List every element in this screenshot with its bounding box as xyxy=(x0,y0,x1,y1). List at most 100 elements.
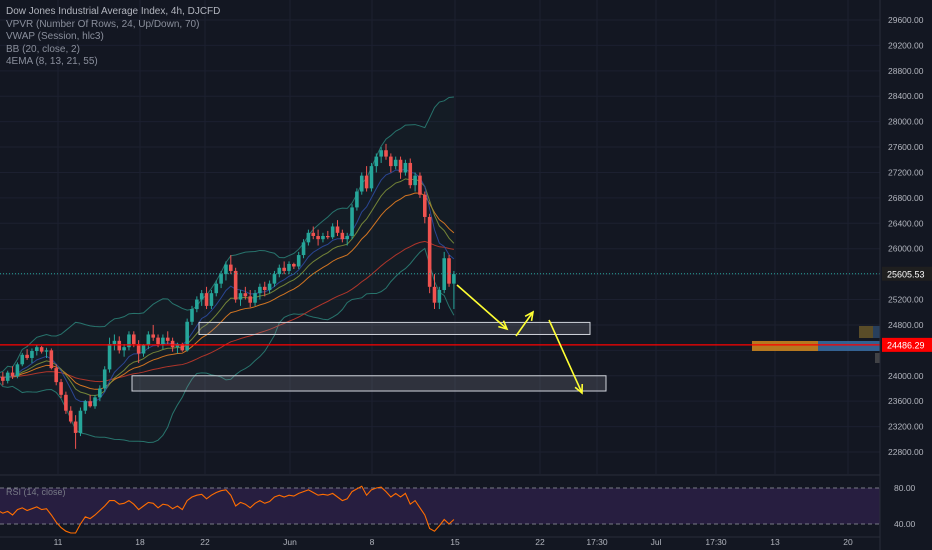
candle[interactable] xyxy=(15,362,20,379)
candle[interactable] xyxy=(190,305,194,325)
candle[interactable] xyxy=(1,371,5,386)
candle[interactable] xyxy=(287,261,291,275)
candle[interactable] xyxy=(165,331,170,344)
candle[interactable] xyxy=(350,204,354,240)
legend-indicator-vpvr[interactable]: VPVR (Number Of Rows, 24, Up/Down, 70) xyxy=(6,18,200,30)
candle[interactable] xyxy=(296,251,301,270)
candle[interactable] xyxy=(83,399,88,414)
candle[interactable] xyxy=(282,261,286,275)
candle[interactable] xyxy=(209,290,214,310)
candle[interactable] xyxy=(78,407,83,437)
candle[interactable] xyxy=(267,280,272,294)
candle[interactable] xyxy=(127,331,131,351)
candle[interactable] xyxy=(54,364,58,386)
candle[interactable] xyxy=(88,394,92,408)
candle[interactable] xyxy=(243,286,248,300)
candle[interactable] xyxy=(136,340,141,364)
candle[interactable] xyxy=(408,158,413,189)
candle[interactable] xyxy=(292,262,296,270)
candle[interactable] xyxy=(389,153,393,173)
candle[interactable] xyxy=(374,153,379,173)
candle[interactable] xyxy=(258,283,262,300)
trend-arrow-line[interactable] xyxy=(456,284,508,330)
candle[interactable] xyxy=(272,270,277,287)
candle[interactable] xyxy=(44,347,49,358)
candle[interactable] xyxy=(195,296,199,313)
candle[interactable] xyxy=(161,334,165,350)
candle[interactable] xyxy=(107,337,112,373)
candle[interactable] xyxy=(330,223,335,240)
trend-arrow-line[interactable] xyxy=(515,311,534,337)
candle[interactable] xyxy=(340,229,345,243)
candle[interactable] xyxy=(418,172,422,198)
candle[interactable] xyxy=(180,342,185,352)
candle[interactable] xyxy=(68,406,73,424)
candle[interactable] xyxy=(93,394,97,409)
candle[interactable] xyxy=(364,166,369,192)
candle[interactable] xyxy=(5,370,10,384)
candle[interactable] xyxy=(238,290,243,306)
candle[interactable] xyxy=(49,348,54,370)
candle[interactable] xyxy=(219,270,223,289)
trend-arrow-line[interactable] xyxy=(548,319,583,394)
candle[interactable] xyxy=(359,172,364,195)
time-tick-label: 17:30 xyxy=(705,537,727,547)
candle[interactable] xyxy=(335,220,340,236)
candle[interactable] xyxy=(102,366,107,392)
candle[interactable] xyxy=(59,378,63,398)
candle[interactable] xyxy=(306,229,311,246)
candle[interactable] xyxy=(233,267,238,303)
candle[interactable] xyxy=(248,290,252,308)
candle[interactable] xyxy=(369,162,374,192)
candle[interactable] xyxy=(73,415,78,449)
candle-body xyxy=(369,166,374,189)
legend-indicator-vwap[interactable]: VWAP (Session, hlc3) xyxy=(6,31,104,42)
candle[interactable] xyxy=(185,318,189,352)
price-zone[interactable] xyxy=(131,375,607,392)
candle[interactable] xyxy=(379,147,383,163)
candle[interactable] xyxy=(98,385,102,402)
candle[interactable] xyxy=(204,286,209,310)
candle[interactable] xyxy=(39,345,44,354)
candle[interactable] xyxy=(253,290,257,306)
candle[interactable] xyxy=(398,156,403,179)
candle[interactable] xyxy=(447,255,451,287)
candle[interactable] xyxy=(437,286,442,310)
candle[interactable] xyxy=(316,229,320,246)
candle[interactable] xyxy=(214,280,219,297)
candle[interactable] xyxy=(321,232,325,243)
candle[interactable] xyxy=(432,274,437,310)
candle[interactable] xyxy=(224,261,228,281)
candle[interactable] xyxy=(355,188,359,211)
candle[interactable] xyxy=(301,239,306,259)
candle[interactable] xyxy=(384,143,388,160)
candle[interactable] xyxy=(122,344,126,357)
candle[interactable] xyxy=(199,290,204,306)
candle[interactable] xyxy=(20,352,25,367)
candle[interactable] xyxy=(452,270,456,310)
candle[interactable] xyxy=(35,345,39,356)
candle[interactable] xyxy=(25,349,29,360)
candle[interactable] xyxy=(146,331,151,350)
candle[interactable] xyxy=(427,213,432,294)
legend-indicator-bb[interactable]: BB (20, close, 2) xyxy=(6,43,80,55)
candle[interactable] xyxy=(141,344,146,357)
candle[interactable] xyxy=(229,255,233,275)
candle[interactable] xyxy=(10,366,15,379)
candle[interactable] xyxy=(311,226,316,240)
candle[interactable] xyxy=(64,391,68,414)
candle[interactable] xyxy=(112,334,117,351)
candle[interactable] xyxy=(423,191,427,224)
candle[interactable] xyxy=(262,281,267,297)
candle[interactable] xyxy=(345,232,349,246)
candle[interactable] xyxy=(413,172,417,192)
candle[interactable] xyxy=(403,159,408,176)
legend-indicator-ema[interactable]: 4EMA (8, 13, 21, 55) xyxy=(6,56,98,67)
candle[interactable] xyxy=(30,348,34,364)
candle[interactable] xyxy=(277,264,282,278)
candle[interactable] xyxy=(393,156,398,170)
price-zone[interactable] xyxy=(198,321,591,335)
candle[interactable] xyxy=(326,230,330,240)
candle[interactable] xyxy=(151,324,155,341)
